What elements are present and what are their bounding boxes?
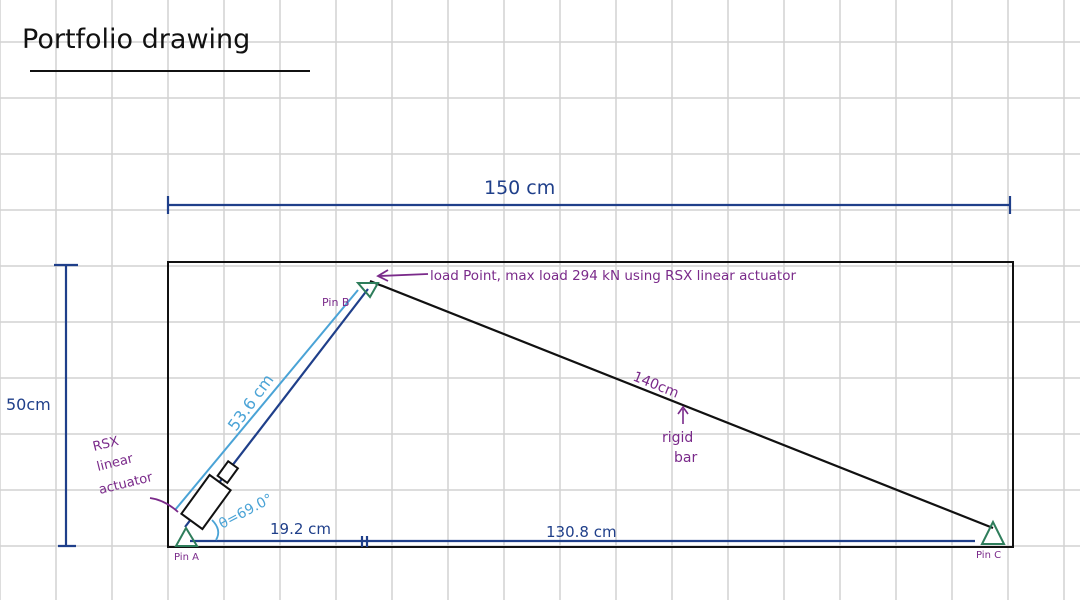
pin-a-label: Pin A [174, 552, 199, 563]
load-point-arrow [376, 269, 429, 282]
actuator-name-line2: linear [95, 451, 135, 475]
actuator-dimension-line [174, 289, 359, 511]
segment-left-label: 19.2 cm [270, 520, 331, 538]
pin-c-label: Pin C [976, 550, 1001, 561]
bounding-box [167, 261, 1014, 548]
pin-c-icon [980, 519, 1006, 545]
load-point-label: load Point, max load 294 kN using RSX li… [430, 268, 796, 284]
height-dimension [54, 263, 78, 548]
rigid-bar-arrow [677, 405, 689, 424]
pin-b-icon [355, 282, 380, 299]
width-label: 150 cm [484, 177, 555, 199]
actuator-name-line1: RSX [91, 434, 120, 455]
width-dimension [166, 196, 1012, 214]
angle-arc [211, 519, 220, 541]
pin-a-icon [174, 526, 199, 547]
bottom-dimension [190, 536, 975, 547]
segment-right-label: 130.8 cm [546, 523, 617, 541]
rigid-bar-label-line1: rigid [662, 430, 693, 446]
actuator-body [179, 459, 240, 531]
drawing-title: Portfolio drawing [22, 24, 250, 55]
actuator-length-label: 53.6 cm [224, 371, 278, 435]
actuator-name-line3: actuator [97, 470, 154, 498]
actuator-name-leader [149, 497, 179, 513]
bar-length-label: 140cm [631, 369, 682, 402]
pin-b-label: Pin B [322, 296, 349, 309]
rigid-bar-label-line2: bar [674, 450, 697, 466]
rigid-bar [369, 279, 994, 530]
height-label: 50cm [6, 395, 51, 414]
